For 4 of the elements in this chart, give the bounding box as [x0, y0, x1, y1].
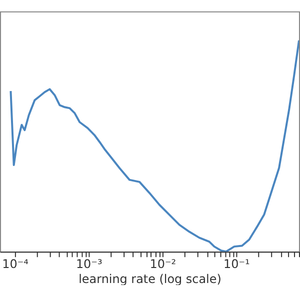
x-tick-label: 10⁻¹: [224, 257, 250, 272]
x-tick-label: 10⁻³: [76, 257, 102, 272]
x-tick-label: 10⁻⁴: [2, 257, 29, 272]
x-tick-label: 10⁻²: [150, 257, 176, 272]
